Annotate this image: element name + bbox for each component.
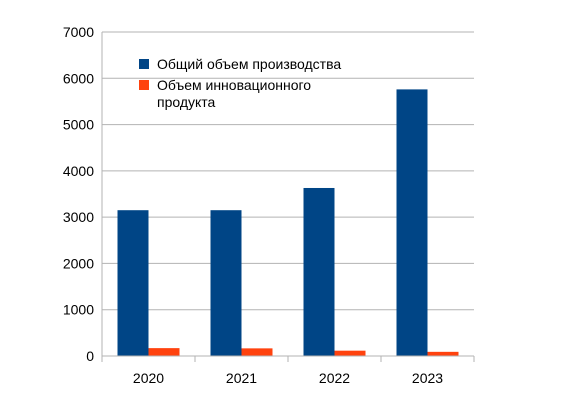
x-tick-label: 2021 (226, 370, 257, 386)
y-tick-label: 0 (86, 348, 94, 364)
y-tick-label: 5000 (63, 117, 94, 133)
y-axis-tick-labels: 0 1000 2000 3000 4000 5000 6000 7000 (63, 24, 94, 364)
legend-label-total-production: Общий объем производства (157, 56, 341, 72)
y-tick-label: 3000 (63, 209, 94, 225)
x-tick-label: 2022 (319, 370, 350, 386)
bar-innovative-product (427, 351, 459, 356)
bar-total-production (303, 187, 335, 356)
bars (117, 89, 459, 356)
bar-total-production (117, 210, 149, 356)
bar-innovative-product (148, 348, 180, 356)
legend-swatch-total-production (139, 59, 149, 69)
legend-swatch-innovative-product (139, 80, 149, 90)
y-tick-label: 6000 (63, 70, 94, 86)
bar-total-production (210, 210, 242, 356)
bar-innovative-product (241, 348, 273, 356)
bar-total-production (396, 89, 428, 356)
bar-innovative-product (334, 350, 366, 356)
y-tick-label: 4000 (63, 163, 94, 179)
legend: Общий объем производства Объем инновацион… (139, 56, 341, 110)
x-tick-label: 2023 (412, 370, 443, 386)
y-tick-label: 2000 (63, 255, 94, 271)
y-gridlines (101, 31, 475, 362)
legend-label-innovative-product: Объем инновационного продукта (157, 77, 311, 110)
x-tick-label: 2020 (133, 370, 164, 386)
y-tick-label: 7000 (63, 24, 94, 40)
y-tick-label: 1000 (63, 302, 94, 318)
x-axis-tick-labels: 2020 2021 2022 2023 (133, 370, 443, 386)
